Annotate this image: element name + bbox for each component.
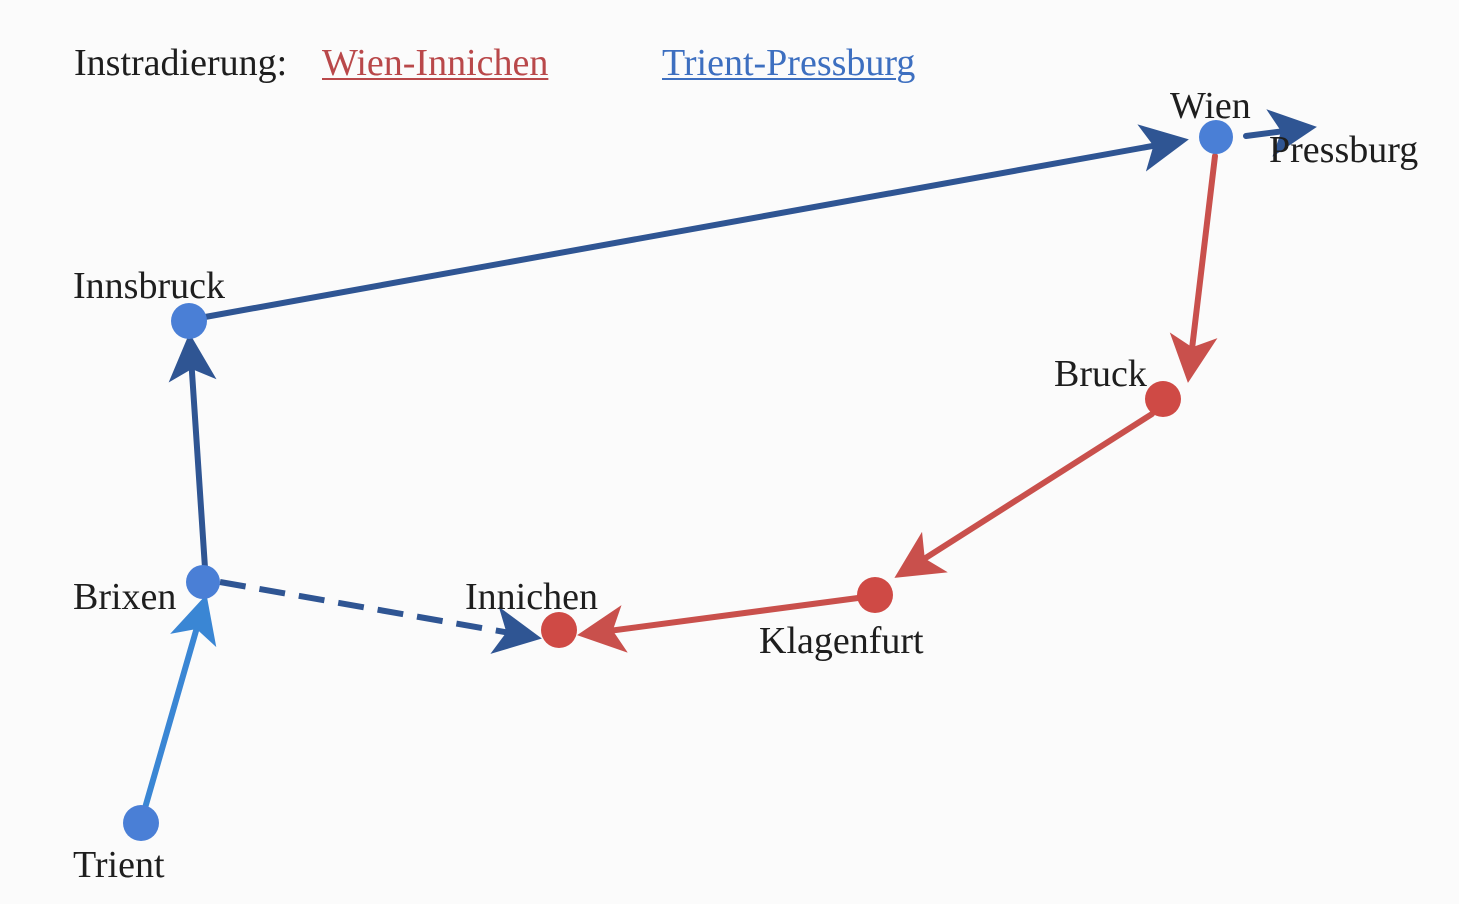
node-wien <box>1199 120 1233 154</box>
label-klagenfurt: Klagenfurt <box>759 620 924 662</box>
edge-bruck-klagenfurt <box>894 411 1155 578</box>
node-klagenfurt <box>857 577 893 613</box>
label-brixen: Brixen <box>73 576 176 618</box>
node-bruck <box>1145 381 1181 417</box>
edge-wien-pressburg <box>1243 109 1317 157</box>
edge-trient-brixen <box>142 594 217 811</box>
label-wien: Wien <box>1170 85 1251 127</box>
node-innichen <box>541 612 577 648</box>
edge-innsbruck-wien <box>202 124 1189 320</box>
node-trient <box>123 805 159 841</box>
node-brixen <box>186 565 220 599</box>
label-bruck: Bruck <box>1054 353 1147 395</box>
label-innichen: Innichen <box>465 576 598 618</box>
label-trient: Trient <box>73 844 165 886</box>
label-pressburg: Pressburg <box>1269 129 1418 171</box>
edge-wien-bruck <box>1169 153 1218 383</box>
legend-route-trient-pressburg: Trient-Pressburg <box>662 42 916 84</box>
label-innsbruck: Innsbruck <box>73 265 225 307</box>
edge-klagenfurt-innichen <box>577 595 861 653</box>
node-innsbruck <box>171 303 207 339</box>
legend-route-wien-innichen: Wien-Innichen <box>322 42 549 84</box>
edge-brixen-innichen-dashed <box>219 579 542 654</box>
edge-brixen-innsbruck <box>168 333 217 571</box>
legend-label: Instradierung: <box>74 42 288 84</box>
